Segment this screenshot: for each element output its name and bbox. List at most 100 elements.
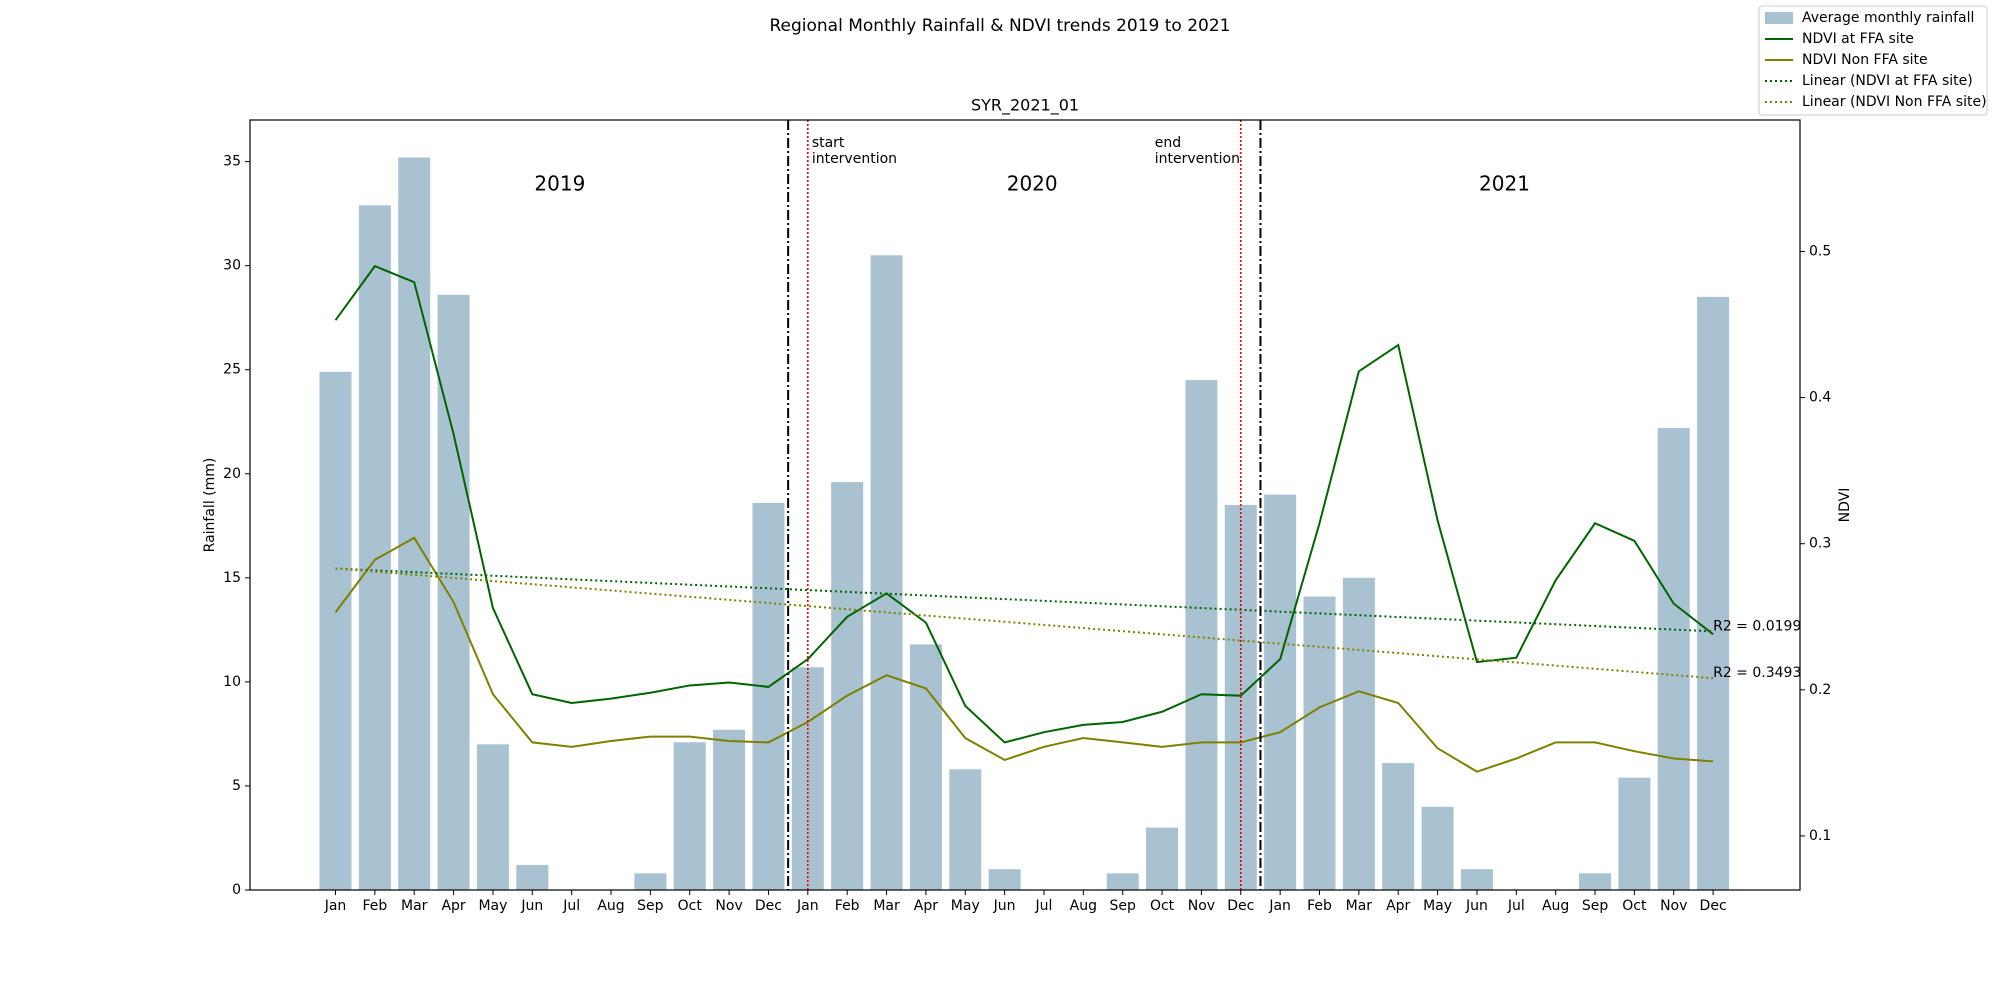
legend-box — [1758, 5, 1988, 116]
x-tick-label: Dec — [755, 898, 782, 914]
ndvi-line — [334, 536, 1714, 773]
bar — [949, 769, 982, 890]
x-tick-label: Mar — [873, 898, 900, 914]
bar — [909, 644, 942, 890]
x-tick-label: Oct — [678, 898, 703, 914]
y2-tick-label: 0.5 — [1809, 243, 1831, 259]
x-tick-label: Jul — [1035, 898, 1053, 914]
x-tick-label: Aug — [1542, 898, 1569, 914]
year-label: 2019 — [534, 172, 585, 196]
y-tick-label: 30 — [223, 258, 241, 274]
bar — [988, 869, 1021, 890]
bar — [1579, 873, 1612, 890]
chart-subtitle: SYR_2021_01 — [971, 96, 1079, 116]
year-label: 2020 — [1007, 172, 1058, 196]
y-tick-label: 10 — [223, 674, 241, 690]
bar — [1146, 827, 1179, 890]
bar — [319, 371, 352, 891]
bar — [437, 294, 470, 891]
y-tick-label: 25 — [223, 362, 241, 378]
start-label: start — [812, 135, 845, 151]
x-tick-label: Oct — [1150, 898, 1175, 914]
x-tick-label: Jul — [562, 898, 580, 914]
x-tick-label: Nov — [715, 898, 742, 914]
x-tick-label: Jun — [520, 898, 543, 914]
bar — [1185, 380, 1218, 890]
y-tick-label: 0 — [232, 882, 241, 898]
x-tick-label: May — [1423, 898, 1452, 914]
bar — [1697, 296, 1730, 890]
x-tick-label: Nov — [1188, 898, 1215, 914]
legend-label: Average monthly rainfall — [1802, 10, 1974, 26]
x-tick-label: Sep — [1582, 898, 1609, 914]
bar — [398, 157, 431, 890]
bar — [752, 502, 785, 890]
x-tick-label: Apr — [1386, 898, 1410, 914]
y-tick-label: 5 — [232, 778, 241, 794]
end-label: intervention — [1155, 151, 1240, 167]
end-label: end — [1155, 135, 1181, 151]
year-label: 2021 — [1479, 172, 1530, 196]
x-tick-label: Aug — [1070, 898, 1097, 914]
bar — [831, 482, 864, 890]
bar — [516, 865, 549, 890]
x-tick-label: Mar — [401, 898, 428, 914]
x-tick-label: Dec — [1700, 898, 1727, 914]
y2-tick-label: 0.3 — [1809, 536, 1831, 552]
x-tick-label: Apr — [914, 898, 938, 914]
x-tick-label: Jun — [993, 898, 1016, 914]
chart-title: Regional Monthly Rainfall & NDVI trends … — [769, 16, 1230, 36]
x-tick-label: May — [951, 898, 980, 914]
bar — [476, 744, 509, 890]
trend-line — [335, 567, 1714, 680]
x-tick-label: Mar — [1346, 898, 1373, 914]
x-tick-label: Dec — [1227, 898, 1254, 914]
bar — [634, 873, 667, 890]
bar — [1460, 869, 1493, 890]
x-tick-label: Jul — [1507, 898, 1525, 914]
x-tick-label: May — [478, 898, 507, 914]
bar — [673, 742, 706, 890]
y2-tick-label: 0.2 — [1809, 682, 1831, 698]
bar — [1421, 806, 1454, 890]
bar — [1618, 777, 1651, 890]
y2-axis-label: NDVI — [1837, 488, 1853, 523]
x-tick-label: Oct — [1622, 898, 1647, 914]
r2-label: R2 = 0.3493 — [1713, 665, 1801, 681]
x-tick-label: Apr — [441, 898, 465, 914]
r2-label: R2 = 0.0199 — [1713, 618, 1801, 634]
legend-label: NDVI Non FFA site — [1802, 52, 1928, 68]
trend-line — [335, 567, 1714, 633]
bar — [1342, 577, 1375, 890]
bar — [1657, 428, 1690, 890]
x-tick-label: Jan — [796, 898, 819, 914]
plot-frame — [249, 119, 1801, 891]
bar — [1264, 494, 1297, 890]
x-tick-label: Feb — [835, 898, 860, 914]
bar — [1303, 596, 1336, 890]
x-tick-label: Aug — [597, 898, 624, 914]
y-tick-label: 20 — [223, 466, 241, 482]
x-tick-label: Feb — [1307, 898, 1332, 914]
legend-label: NDVI at FFA site — [1802, 31, 1914, 47]
y-axis-label: Rainfall (mm) — [202, 458, 218, 553]
x-tick-label: Jan — [1268, 898, 1291, 914]
legend-swatch — [1765, 12, 1793, 24]
x-tick-label: Sep — [637, 898, 664, 914]
y-tick-label: 15 — [223, 570, 241, 586]
x-tick-label: Jan — [324, 898, 347, 914]
start-label: intervention — [812, 151, 897, 167]
x-tick-label: Nov — [1660, 898, 1687, 914]
ndvi-line — [334, 264, 1714, 744]
bar — [713, 729, 746, 890]
legend-label: Linear (NDVI Non FFA site) — [1802, 94, 1987, 110]
x-tick-label: Sep — [1110, 898, 1137, 914]
y2-tick-label: 0.1 — [1809, 828, 1831, 844]
bar — [1382, 763, 1415, 890]
bar — [1106, 873, 1139, 890]
legend-label: Linear (NDVI at FFA site) — [1802, 73, 1973, 89]
x-tick-label: Feb — [362, 898, 387, 914]
y-tick-label: 35 — [223, 154, 241, 170]
bar — [358, 205, 391, 890]
